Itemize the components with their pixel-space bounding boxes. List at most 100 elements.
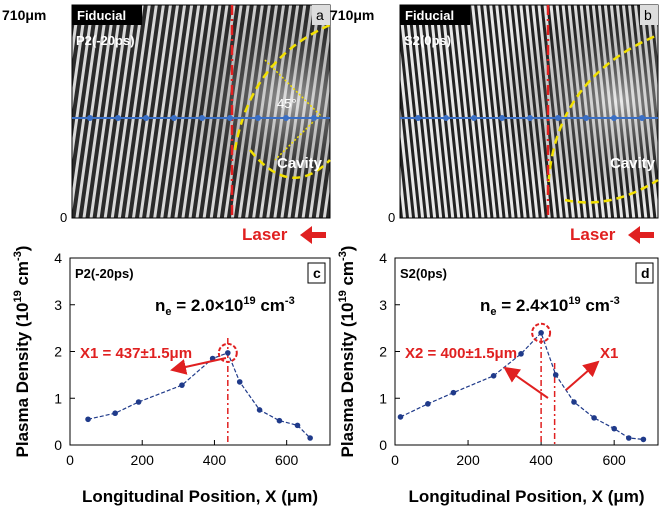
fiducial: Fiducial [405,8,454,23]
data-point [611,426,617,432]
panel-letter: d [641,265,650,281]
data-point [295,423,301,429]
x-tick-label: 400 [529,452,553,468]
x-tick-label: 600 [602,452,626,468]
bottom-scale: 0 [60,210,67,225]
angle: 45° [277,96,297,111]
text-part: cm [581,296,610,315]
data-point [451,390,457,396]
data-point [237,379,243,385]
figure: FiducialaP2(-20ps)Cavity45° FiducialbS2(… [0,0,664,515]
text-part: -3 [610,295,620,307]
probe-dot [499,115,505,121]
probe-dot [255,115,261,121]
probe-dot [199,115,205,121]
probe-dot [311,115,317,121]
cavity: Cavity [277,155,323,172]
probe-dot [171,115,177,121]
text-part: n [480,296,490,315]
annotation: X1 [600,345,618,362]
shot-label: S2(0ps) [400,266,447,281]
x-tick-label: 600 [275,452,299,468]
text-part: n [155,296,165,315]
y-tick-label: 1 [379,390,387,406]
y-tick-label: 3 [379,297,387,313]
probe-dot [415,115,421,121]
data-line [88,353,310,438]
data-point [257,407,263,413]
x-tick-label: 200 [131,452,155,468]
laser: Laser [242,225,288,244]
probe-dot [143,115,149,121]
probe-dot [555,115,561,121]
text-part: cm [338,261,357,290]
data-point [307,435,313,441]
annotation: X2 = 400±1.5μm [405,345,517,362]
probe-dot [471,115,477,121]
data-point [425,401,431,407]
y-tick-label: 4 [54,250,62,266]
y-axis-title: Plasma Density (1019 cm-3) [337,246,357,458]
y-tick-label: 1 [54,390,62,406]
probe-dot [283,115,289,121]
probe-dot [227,115,233,121]
x-tick-label: 200 [456,452,480,468]
text-part: = 2.0×10 [172,296,244,315]
text-part: 19 [337,290,349,302]
x-axis-title: Longitudinal Position, X (μm) [408,487,644,506]
text-part: ) [338,246,357,252]
probe-dot [611,115,617,121]
annotation-arrow [566,362,598,390]
data-point [179,382,185,388]
data-point [225,350,231,356]
shot-label: P2(-20ps) [75,266,134,281]
data-point [85,416,91,422]
text-part: cm [13,261,32,290]
text-part: -3 [285,295,295,307]
y-tick-label: 0 [379,437,387,453]
annotation: X1 = 437±1.5μm [80,345,192,362]
laser-arrow [628,226,654,244]
text-part: -3 [12,251,24,261]
data-point [571,399,577,405]
y-tick-label: 0 [54,437,62,453]
density: ne = 2.4×1019 cm-3 [480,295,620,318]
data-point [136,399,142,405]
text-part: cm [256,296,285,315]
probe-dot [443,115,449,121]
probe-dot [527,115,533,121]
data-point [538,330,544,336]
top-scale: 710μm [330,7,374,23]
panel-letter: b [644,7,652,23]
data-point [553,372,559,378]
data-point [518,351,524,357]
x-tick-label: 0 [66,452,74,468]
data-point [591,415,597,421]
text-part: 19 [243,295,255,307]
data-point [491,373,497,379]
y-axis-title: Plasma Density (1019 cm-3) [12,246,32,458]
probe-dot [115,115,121,121]
cavity: Cavity [610,155,656,172]
text-part: 19 [568,295,580,307]
y-tick-label: 3 [54,297,62,313]
bottom-scale: 0 [388,210,395,225]
text-part: = 2.4×10 [497,296,569,315]
y-tick-label: 4 [379,250,387,266]
top-scale: 710μm [2,7,46,23]
x-axis-title: Longitudinal Position, X (μm) [82,487,318,506]
laser-arrow [300,226,326,244]
laser: Laser [570,225,616,244]
x-tick-label: 400 [203,452,227,468]
panel-letter: c [313,265,321,281]
text-part: ) [13,246,32,252]
data-point [641,437,647,443]
probe-dot [583,115,589,121]
y-tick-label: 2 [54,344,62,360]
probe-dot [87,115,93,121]
data-point [112,410,118,416]
probe-dot [639,115,645,121]
data-point [277,418,283,424]
